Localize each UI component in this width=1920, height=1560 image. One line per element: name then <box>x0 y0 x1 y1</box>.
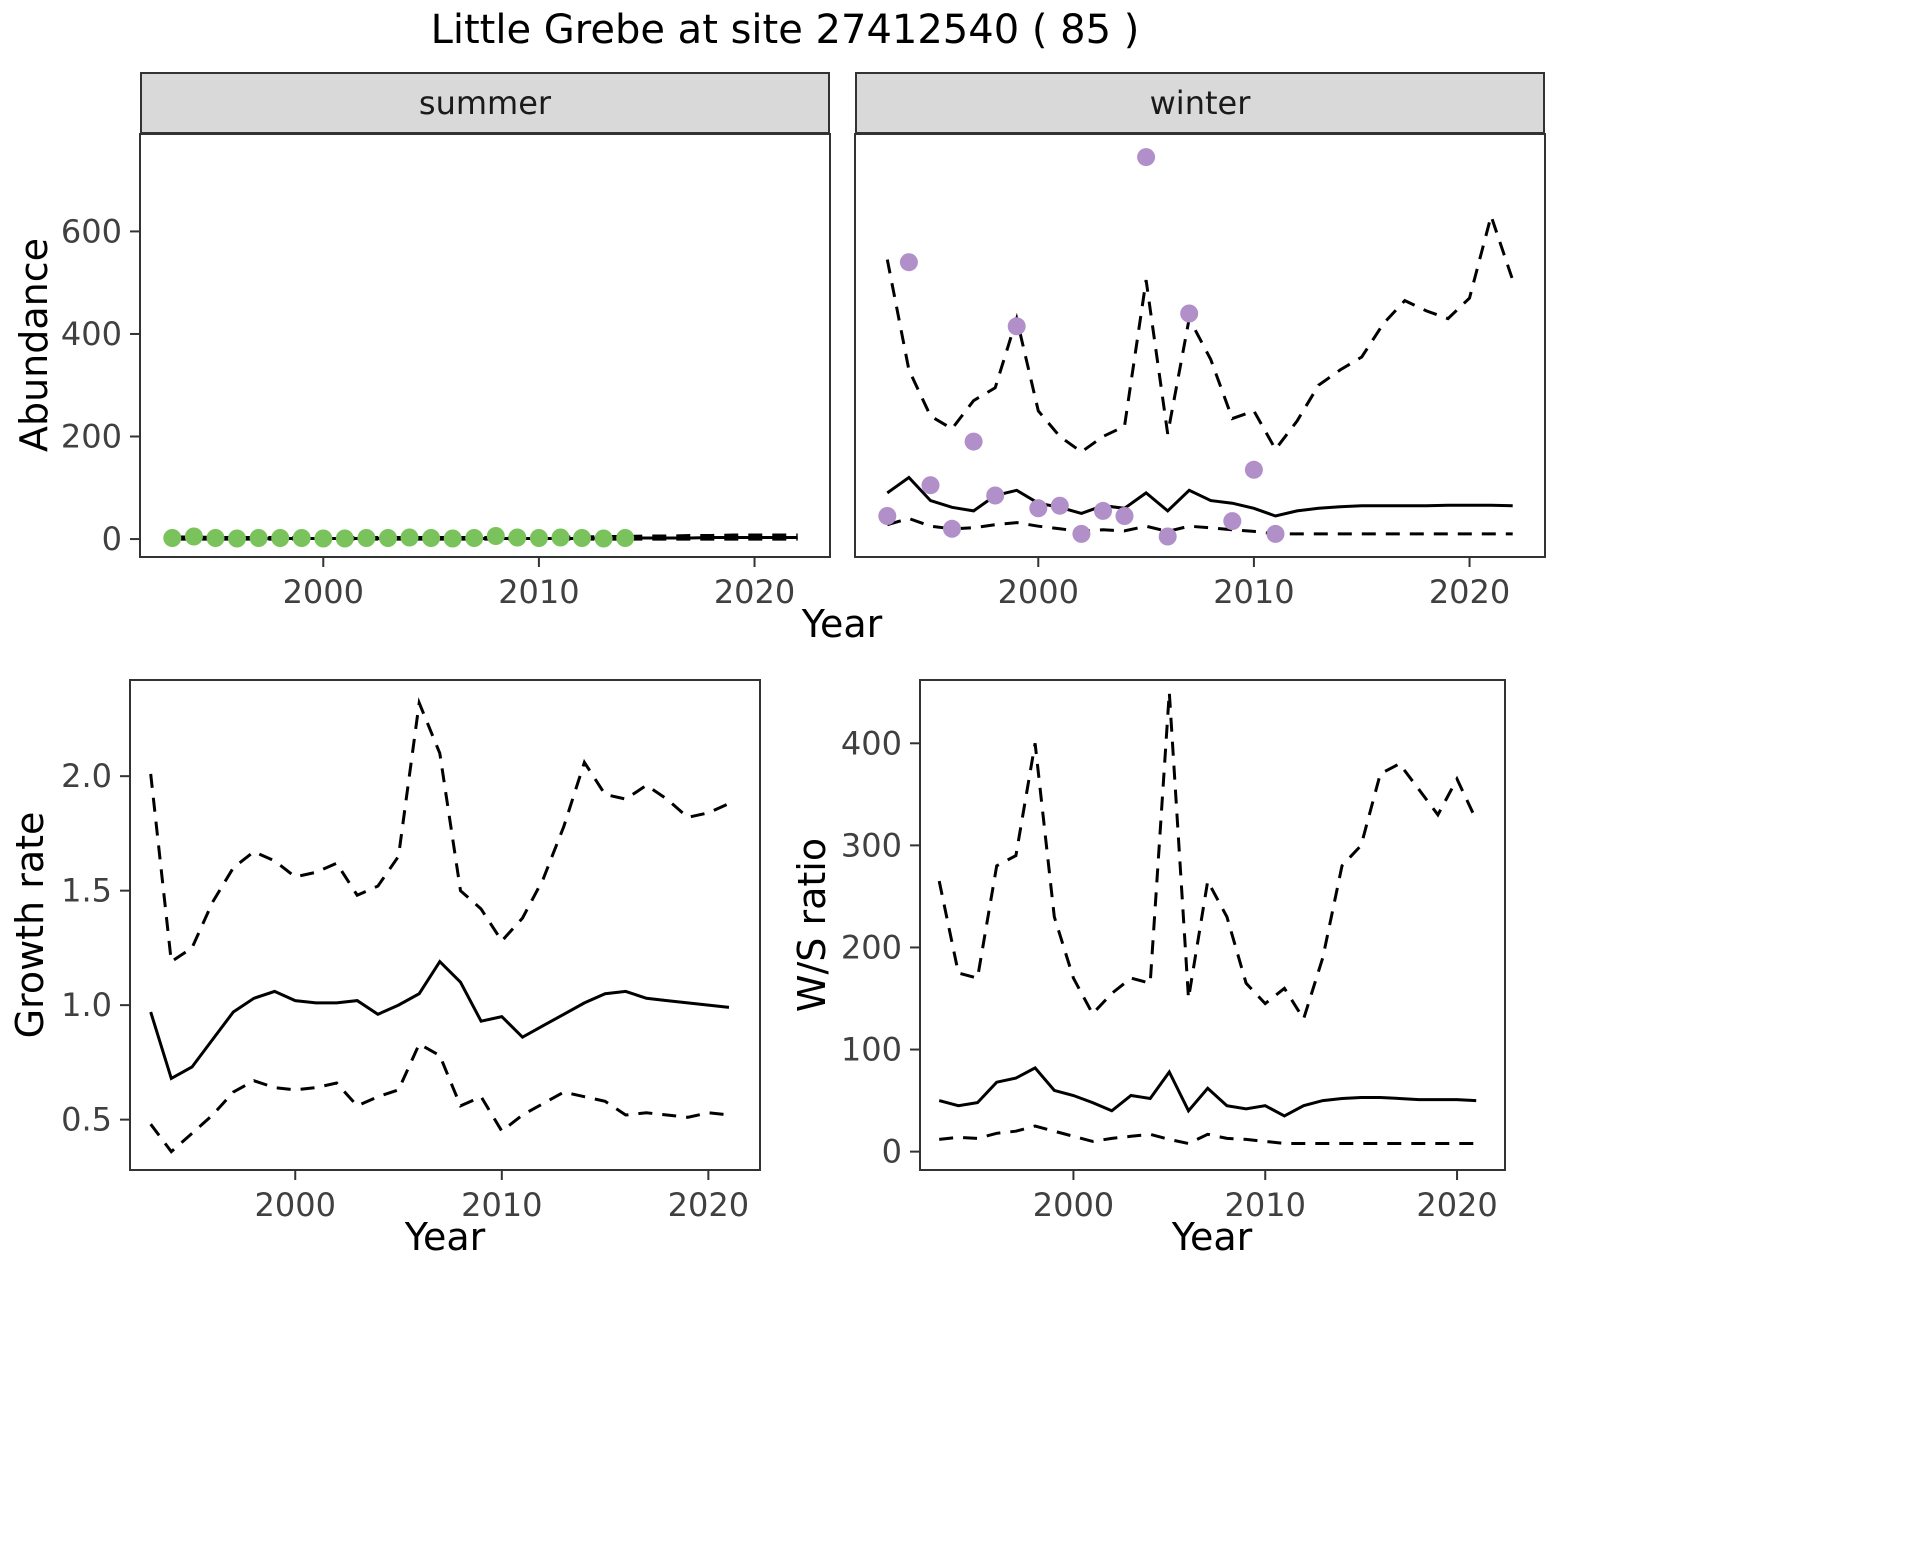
abundance-summer-data-point <box>314 529 333 548</box>
x-tick-label: 2010 <box>461 1186 542 1224</box>
y-axis-title-ws-ratio: W/S ratio <box>790 837 834 1013</box>
ws-ratio-lower_ci-line <box>939 1124 1477 1146</box>
abundance-winter-data-point <box>1094 501 1112 520</box>
abundance-winter-data-point <box>1158 527 1177 546</box>
abundance-winter-data-point <box>1115 507 1134 525</box>
abundance-winter-data-point <box>1029 499 1048 518</box>
abundance-summer-data-point <box>249 529 268 547</box>
abundance-winter-data-point <box>921 476 940 495</box>
abundance-summer-data-point <box>486 527 505 545</box>
x-tick-label: 2000 <box>1033 1186 1114 1224</box>
abundance-winter-estimate-line <box>886 475 1513 518</box>
x-axis-title-year-growth: Year <box>404 1215 486 1259</box>
y-axis-title-abundance: Abundance <box>12 237 56 453</box>
abundance-winter-data-point <box>964 432 983 451</box>
abundance-winter-data-point <box>899 253 918 272</box>
chart-title: Little Grebe at site 27412540 ( 85 ) <box>430 7 1140 53</box>
y-tick-label: 600 <box>61 212 122 250</box>
abundance-winter-lower_ci-line <box>886 516 1513 536</box>
y-tick-label: 200 <box>841 928 902 966</box>
abundance-winter-data-point <box>1007 317 1026 336</box>
panel-abundance-summer <box>163 527 798 548</box>
y-tick-label: 400 <box>841 724 902 762</box>
y-tick-label: 0.5 <box>61 1101 112 1139</box>
ws-ratio-estimate-line <box>938 1066 1477 1118</box>
abundance-summer-data-point <box>292 529 311 547</box>
y-tick-label: 300 <box>841 826 902 864</box>
abundance-summer-data-point <box>616 529 635 547</box>
facet-strip-label: summer <box>418 84 552 122</box>
abundance-winter-panel-border <box>854 133 1546 558</box>
abundance-summer-data-point <box>508 528 527 547</box>
abundance-summer-data-point <box>379 529 397 547</box>
x-axis-title-year-top: Year <box>801 602 883 646</box>
x-tick-label: 2000 <box>283 573 364 611</box>
abundance-summer-data-point <box>271 529 290 547</box>
facet-strip-label: winter <box>1149 84 1251 122</box>
abundance-summer-data-point <box>335 529 354 548</box>
abundance-winter-data-point <box>1180 304 1199 323</box>
x-tick-label: 2000 <box>255 1186 336 1224</box>
y-tick-label: 200 <box>61 418 122 456</box>
y-tick-label: 2.0 <box>61 757 112 795</box>
facet-strip-winter: winter <box>855 72 1545 134</box>
abundance-winter-data-point <box>1072 524 1091 543</box>
y-axis-title-growth-rate: Growth rate <box>8 811 52 1039</box>
abundance-winter-data-point <box>986 486 1005 505</box>
y-tick-label: 100 <box>841 1031 902 1069</box>
panel-ws-ratio <box>937 692 1478 1146</box>
abundance-summer-data-point <box>551 528 570 547</box>
abundance-summer-data-point <box>573 529 591 547</box>
abundance-summer-panel-border <box>139 133 831 558</box>
abundance-winter-data-point <box>1050 496 1069 515</box>
ws-ratio-panel-border <box>919 679 1506 1171</box>
x-tick-label: 2010 <box>498 573 579 611</box>
growth-rate-estimate-line <box>149 959 730 1081</box>
abundance-summer-data-point <box>594 529 613 548</box>
abundance-summer-data-point <box>400 528 419 547</box>
abundance-summer-data-point <box>163 529 182 547</box>
y-tick-label: 400 <box>61 315 122 353</box>
growth-rate-upper_ci-line <box>149 697 730 965</box>
abundance-summer-data-point <box>465 529 484 547</box>
abundance-summer-data-point <box>357 529 376 547</box>
abundance-winter-data-point <box>943 519 961 538</box>
facet-strip-summer: summer <box>140 72 830 134</box>
x-tick-label: 2010 <box>1225 1186 1306 1224</box>
abundance-summer-data-point <box>184 527 203 546</box>
x-tick-label: 2020 <box>714 573 795 611</box>
abundance-winter-data-point <box>1137 148 1156 167</box>
x-tick-label: 2020 <box>1416 1186 1497 1224</box>
x-tick-label: 2020 <box>668 1186 749 1224</box>
abundance-winter-data-point <box>1223 512 1242 531</box>
abundance-winter-data-point <box>878 507 897 525</box>
y-tick-label: 0 <box>882 1133 902 1171</box>
growth-rate-lower_ci-line <box>149 1041 730 1154</box>
abundance-summer-data-point <box>422 529 441 547</box>
y-tick-label: 1.5 <box>61 872 112 910</box>
y-tick-label: 1.0 <box>61 986 112 1024</box>
x-tick-label: 2020 <box>1429 573 1510 611</box>
abundance-winter-data-point <box>1244 460 1263 479</box>
abundance-summer-data-point <box>529 529 548 547</box>
x-tick-label: 2000 <box>998 573 1079 611</box>
abundance-winter-data-point <box>1266 524 1285 543</box>
abundance-summer-data-point <box>206 529 225 547</box>
x-tick-label: 2010 <box>1213 573 1294 611</box>
abundance-summer-data-point <box>443 529 462 548</box>
y-tick-label: 0 <box>102 520 122 558</box>
panel-growth-rate <box>149 697 730 1154</box>
panel-abundance-winter <box>878 148 1515 546</box>
x-axis-title-year-ws: Year <box>1171 1215 1253 1259</box>
abundance-summer-data-point <box>228 529 246 548</box>
growth-rate-panel-border <box>129 679 761 1171</box>
ws-ratio-upper_ci-line <box>937 692 1478 1023</box>
abundance-winter-upper_ci-line <box>885 210 1515 454</box>
